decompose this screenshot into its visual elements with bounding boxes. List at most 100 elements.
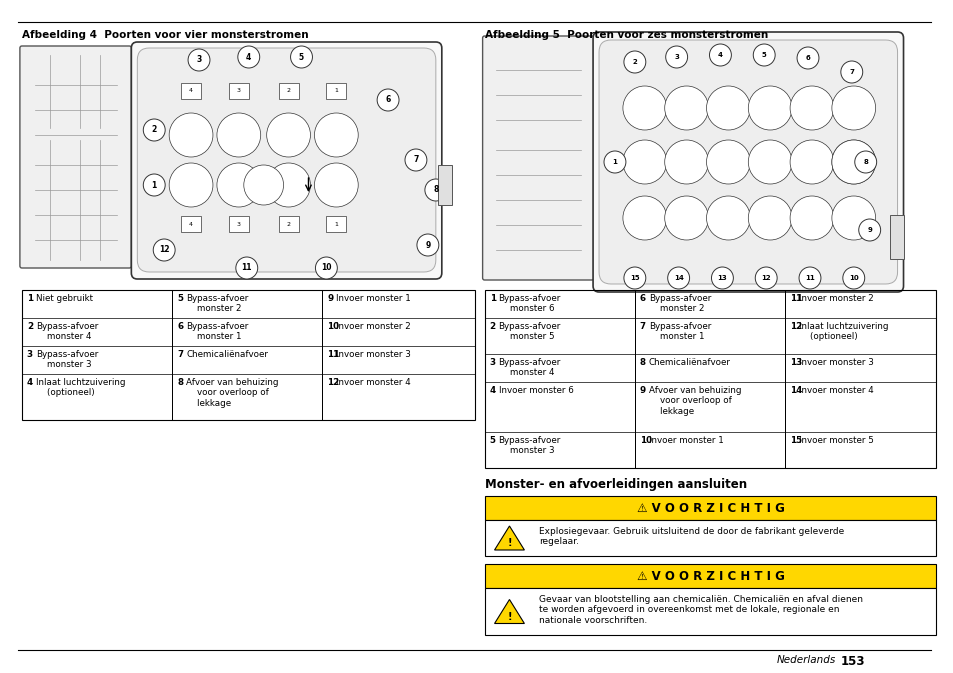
- Circle shape: [706, 140, 749, 184]
- Text: 4: 4: [489, 386, 496, 395]
- Circle shape: [831, 86, 875, 130]
- Circle shape: [722, 213, 733, 223]
- Circle shape: [801, 98, 821, 118]
- Circle shape: [795, 146, 827, 178]
- Circle shape: [837, 146, 869, 178]
- Circle shape: [623, 51, 645, 73]
- Text: 2: 2: [152, 125, 156, 135]
- Text: 1: 1: [27, 294, 33, 303]
- Text: 3: 3: [236, 89, 240, 94]
- Circle shape: [216, 163, 260, 207]
- Circle shape: [267, 113, 310, 157]
- Text: 11: 11: [804, 275, 814, 281]
- Circle shape: [416, 234, 438, 256]
- Circle shape: [680, 103, 691, 113]
- Text: 2: 2: [632, 59, 637, 65]
- Circle shape: [754, 92, 785, 124]
- Text: 11: 11: [789, 294, 801, 303]
- Text: 12: 12: [159, 246, 170, 254]
- Circle shape: [789, 86, 833, 130]
- Circle shape: [628, 202, 660, 234]
- Text: Invoer monster 1: Invoer monster 1: [648, 436, 722, 445]
- Text: Chemicaliënafvoer: Chemicaliënafvoer: [648, 358, 730, 367]
- Text: Bypass-afvoer
    monster 6: Bypass-afvoer monster 6: [498, 294, 560, 314]
- Circle shape: [676, 152, 696, 172]
- Circle shape: [789, 140, 833, 184]
- Circle shape: [840, 61, 862, 83]
- Text: 12: 12: [789, 322, 801, 331]
- Circle shape: [706, 86, 749, 130]
- FancyBboxPatch shape: [482, 36, 594, 280]
- Bar: [484, 588, 936, 635]
- Text: 14: 14: [673, 275, 683, 281]
- Circle shape: [670, 202, 701, 234]
- Text: 13: 13: [717, 275, 726, 281]
- Circle shape: [796, 47, 818, 69]
- Circle shape: [331, 130, 341, 140]
- Text: Afvoer van behuizing
    voor overloop of
    lekkage: Afvoer van behuizing voor overloop of le…: [648, 386, 740, 416]
- Circle shape: [806, 157, 816, 167]
- Circle shape: [680, 157, 691, 167]
- Circle shape: [237, 46, 259, 68]
- Bar: [484, 520, 936, 556]
- Circle shape: [755, 267, 777, 289]
- Circle shape: [175, 119, 207, 151]
- Circle shape: [676, 208, 696, 228]
- Circle shape: [722, 157, 733, 167]
- Circle shape: [143, 174, 165, 196]
- Circle shape: [664, 86, 708, 130]
- Circle shape: [405, 149, 426, 171]
- Circle shape: [250, 171, 277, 199]
- Circle shape: [314, 113, 357, 157]
- Circle shape: [283, 180, 294, 190]
- Circle shape: [278, 175, 298, 195]
- Text: 7: 7: [413, 155, 418, 164]
- Circle shape: [181, 125, 201, 145]
- Circle shape: [267, 163, 310, 207]
- Circle shape: [843, 152, 862, 172]
- Text: 8: 8: [177, 378, 183, 387]
- Circle shape: [181, 175, 201, 195]
- Circle shape: [858, 219, 880, 241]
- Circle shape: [806, 103, 816, 113]
- Circle shape: [848, 213, 858, 223]
- Polygon shape: [494, 526, 524, 550]
- Circle shape: [706, 196, 749, 240]
- Circle shape: [843, 208, 862, 228]
- Text: Inlaat luchtzuivering
    (optioneel): Inlaat luchtzuivering (optioneel): [36, 378, 125, 397]
- Text: 1: 1: [335, 221, 338, 227]
- Text: 5: 5: [298, 52, 304, 61]
- Circle shape: [223, 119, 254, 151]
- Circle shape: [718, 152, 738, 172]
- Circle shape: [639, 103, 649, 113]
- Bar: [326, 83, 346, 99]
- Text: Invoer monster 5: Invoer monster 5: [799, 436, 873, 445]
- Text: Bypass-afvoer
    monster 3: Bypass-afvoer monster 3: [498, 436, 560, 456]
- Circle shape: [235, 257, 257, 279]
- Text: Bypass-afvoer
    monster 2: Bypass-afvoer monster 2: [186, 294, 248, 314]
- Text: 7: 7: [848, 69, 853, 75]
- Text: Bypass-afvoer
    monster 1: Bypass-afvoer monster 1: [648, 322, 710, 341]
- Circle shape: [665, 46, 687, 68]
- Circle shape: [848, 157, 858, 167]
- Bar: [484, 290, 936, 468]
- Circle shape: [376, 89, 398, 111]
- Text: Bypass-afvoer
    monster 4: Bypass-afvoer monster 4: [498, 358, 560, 378]
- Circle shape: [848, 103, 858, 113]
- Circle shape: [223, 169, 254, 201]
- Text: Niet gebruikt: Niet gebruikt: [36, 294, 92, 303]
- Circle shape: [667, 267, 689, 289]
- Circle shape: [331, 180, 341, 190]
- Circle shape: [634, 98, 654, 118]
- Circle shape: [718, 98, 738, 118]
- Bar: [484, 496, 936, 520]
- Circle shape: [273, 119, 304, 151]
- Text: Bypass-afvoer
    monster 2: Bypass-afvoer monster 2: [648, 294, 710, 314]
- Circle shape: [747, 86, 791, 130]
- Text: 6: 6: [177, 322, 183, 331]
- Circle shape: [664, 140, 708, 184]
- Bar: [229, 216, 249, 232]
- Text: Invoer monster 1: Invoer monster 1: [336, 294, 411, 303]
- Text: Bypass-afvoer
    monster 4: Bypass-afvoer monster 4: [36, 322, 98, 341]
- Text: 2: 2: [286, 221, 291, 227]
